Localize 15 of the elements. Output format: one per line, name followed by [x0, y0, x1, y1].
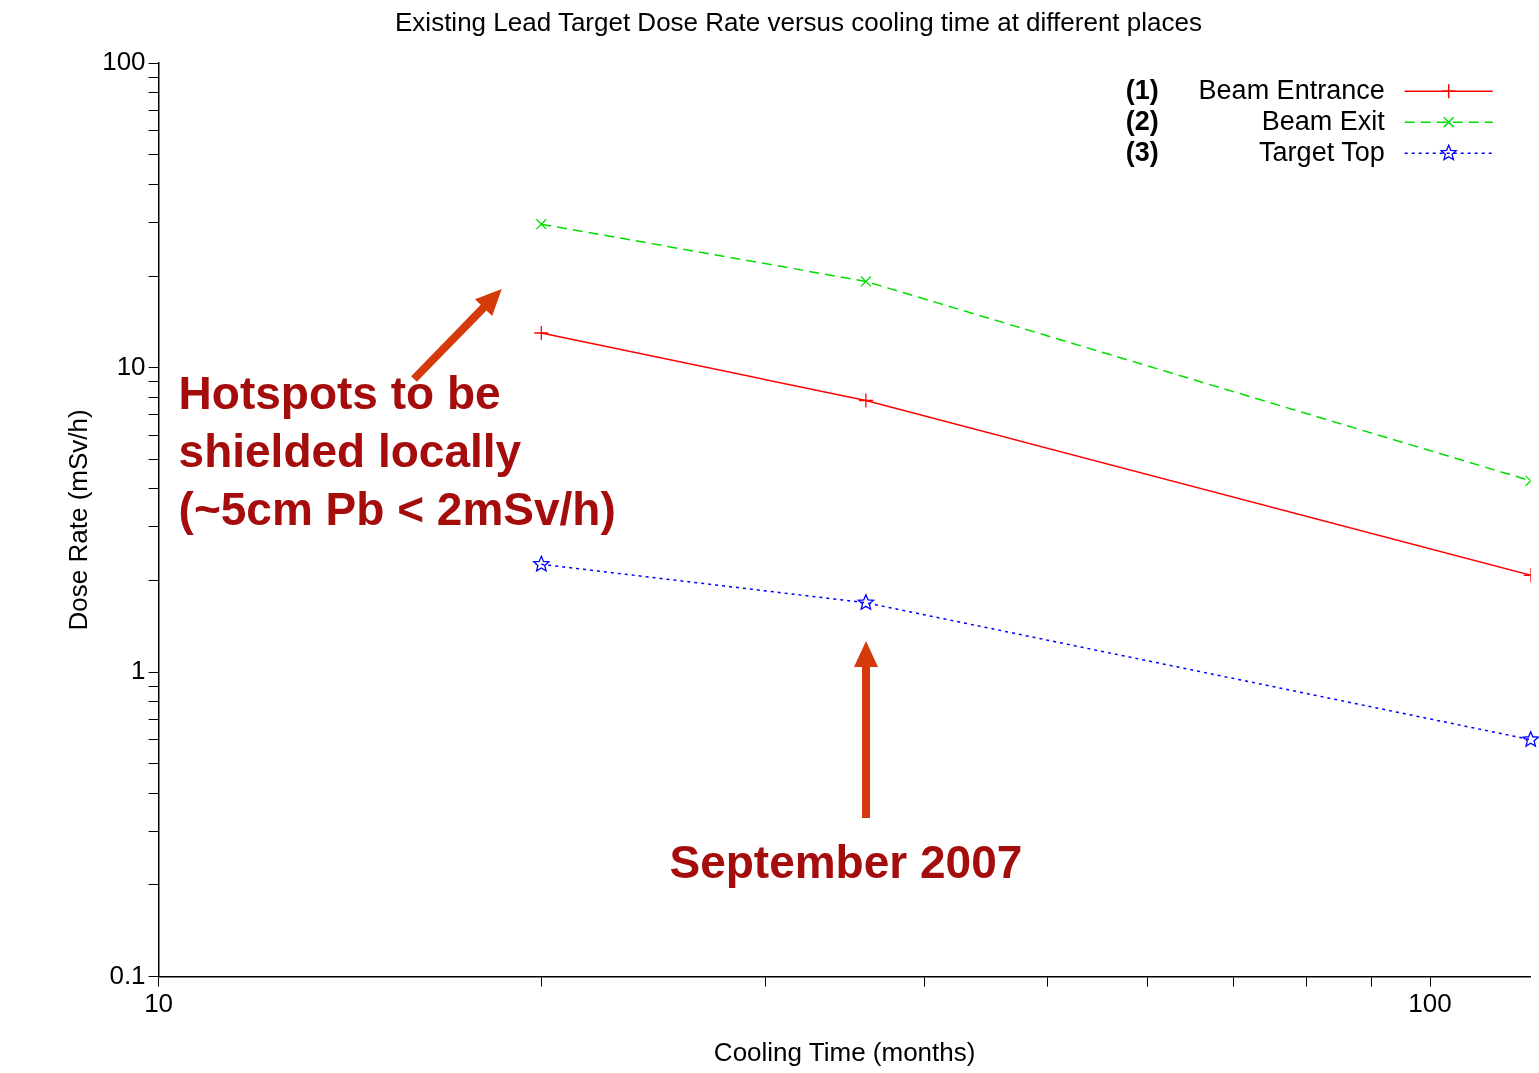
legend-label: Beam Entrance [1198, 74, 1385, 105]
annotation: (2) [1125, 105, 1159, 136]
y-tick-label: 10 [116, 350, 146, 381]
chart-title: Existing Lead Target Dose Rate versus cooling time at different places [395, 6, 1202, 37]
annotation: September 2007 [669, 835, 1023, 888]
annotation: (1) [1125, 74, 1159, 105]
annotation: Hotspots to be shielded locally (~5cm Pb < 2mSv/h) [178, 367, 616, 536]
annotation: (3) [1125, 136, 1159, 167]
x-axis-title: Cooling Time (months) [713, 1036, 976, 1067]
y-axis-title: Dose Rate (mSv/h) [62, 409, 93, 631]
y-tick-label: 1 [131, 655, 146, 686]
y-tick-label: 0.1 [109, 959, 146, 990]
legend-label: Target Top [1259, 136, 1385, 167]
legend-label: Beam Exit [1261, 105, 1386, 136]
y-tick-label: 100 [102, 46, 146, 77]
